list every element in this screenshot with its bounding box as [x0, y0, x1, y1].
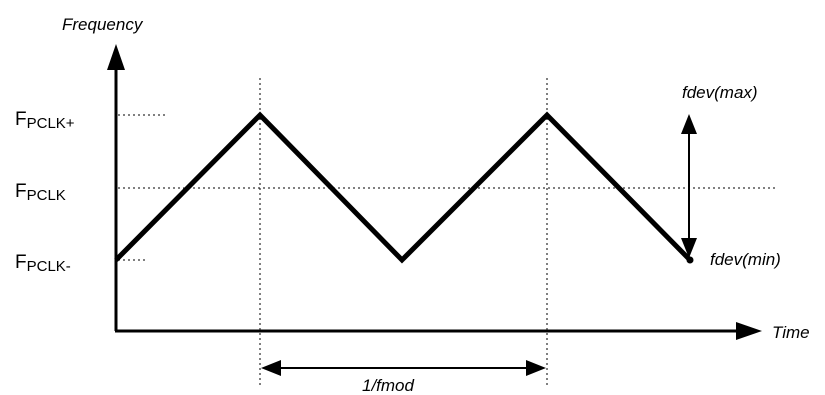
- x-axis-arrow-icon: [736, 322, 762, 340]
- y-axis-label: Frequency: [62, 15, 144, 34]
- triangle-waveform: [114, 111, 692, 264]
- x-axis-label: Time: [772, 323, 810, 342]
- label-fpclk: FPCLK: [15, 181, 66, 204]
- period-arrow-left-icon: [261, 360, 281, 376]
- waveform-end-point: [686, 256, 694, 264]
- deviation-arrow-up-icon: [681, 114, 697, 134]
- y-axis-arrow-icon: [107, 44, 125, 70]
- deviation-arrow-down-icon: [681, 238, 697, 258]
- label-fpclk-plus: FPCLK+: [15, 109, 75, 132]
- label-period: 1/fmod: [362, 376, 415, 395]
- label-fpclk-minus: FPCLK-: [15, 252, 71, 275]
- label-fdev-min: fdev(min): [710, 250, 781, 269]
- period-arrow-right-icon: [526, 360, 546, 376]
- label-fdev-max: fdev(max): [682, 83, 758, 102]
